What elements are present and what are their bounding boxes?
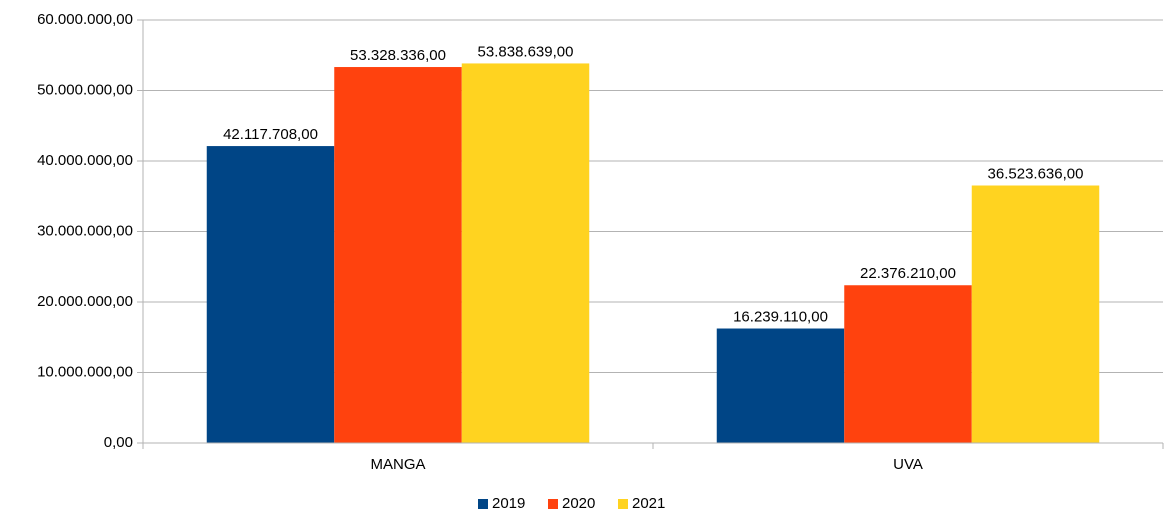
bar: [844, 285, 972, 443]
data-label: 42.117.708,00: [223, 126, 318, 143]
legend-swatch: [478, 499, 488, 509]
bar: [971, 185, 1100, 443]
x-tick-label: UVA: [893, 456, 923, 473]
data-label: 53.838.639,00: [478, 43, 574, 60]
data-label: 16.239.110,00: [733, 308, 828, 325]
legend-label: 2021: [632, 495, 665, 512]
legend-label: 2019: [492, 495, 525, 512]
x-tick-label: MANGA: [370, 456, 425, 473]
bar: [461, 63, 590, 444]
legend-swatch: [548, 499, 558, 509]
bar: [716, 328, 845, 443]
bar: [334, 67, 462, 444]
y-tick-label: 40.000.000,00: [37, 152, 133, 169]
data-label: 22.376.210,00: [860, 265, 956, 282]
y-tick-label: 50.000.000,00: [37, 81, 133, 98]
legend-label: 2020: [562, 495, 595, 512]
y-tick-label: 0,00: [104, 434, 133, 451]
data-label: 36.523.636,00: [988, 165, 1084, 182]
legend-swatch: [618, 499, 628, 509]
data-label: 53.328.336,00: [350, 47, 446, 64]
y-tick-label: 30.000.000,00: [37, 222, 133, 239]
y-tick-label: 20.000.000,00: [37, 293, 133, 310]
bar: [206, 146, 335, 443]
y-tick-label: 60.000.000,00: [37, 11, 133, 28]
y-tick-label: 10.000.000,00: [37, 363, 133, 380]
